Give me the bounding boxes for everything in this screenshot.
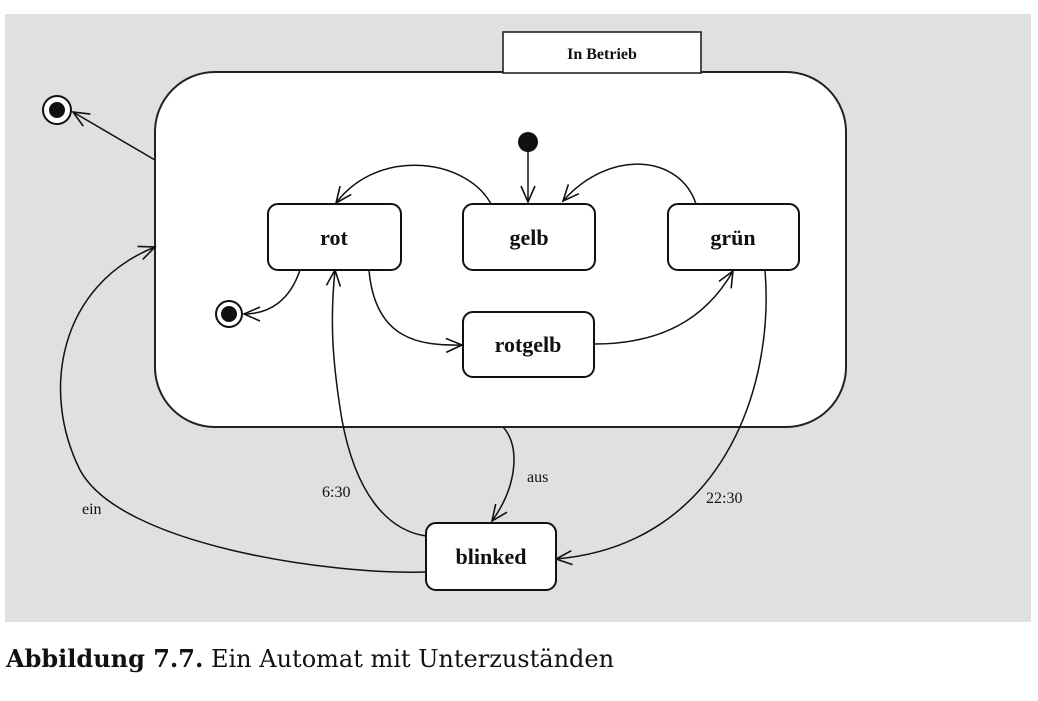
transition-ein (59, 245, 427, 573)
state-blinked-label: blinked (456, 544, 527, 569)
transition-to-outer-final (71, 110, 156, 161)
transition-22-30 (554, 269, 767, 566)
transition-rot-to-rotgelb (368, 269, 464, 354)
transition-label-22-30: 22:30 (706, 490, 742, 507)
transition-aus (490, 426, 515, 523)
transition-label-6-30: 6:30 (322, 484, 350, 501)
transition-rotgelb-to-gruen (593, 269, 734, 345)
initial-state (518, 132, 538, 152)
transition-gruen-to-gelb (561, 163, 697, 205)
state-rot-label: rot (320, 225, 348, 250)
composite-state-name-tab (502, 31, 702, 74)
transition-6-30 (325, 268, 427, 537)
transition-gelb-to-rot (334, 164, 493, 207)
figure-caption: Abbildung 7.7. Ein Automat mit Unterzust… (6, 644, 614, 673)
state-gelb-label: gelb (509, 225, 548, 250)
transition-label-ein: ein (82, 501, 102, 518)
inner-final-state (215, 300, 243, 328)
composite-state-name: In Betrieb (567, 46, 637, 63)
transition-label-aus: aus (527, 469, 548, 486)
state-rotgelb: rotgelb (462, 311, 595, 378)
state-rot: rot (267, 203, 402, 271)
state-gruen: grün (667, 203, 800, 271)
transition-rot-to-inner-final (242, 269, 301, 322)
figure-caption-text: Ein Automat mit Unterzuständen (210, 645, 615, 673)
state-gruen-label: grün (710, 225, 755, 250)
state-gelb: gelb (462, 203, 596, 271)
state-blinked: blinked (425, 522, 557, 591)
outer-final-state (42, 95, 72, 125)
figure-caption-label: Abbildung 7.7. (6, 644, 204, 673)
state-rotgelb-label: rotgelb (495, 332, 562, 357)
